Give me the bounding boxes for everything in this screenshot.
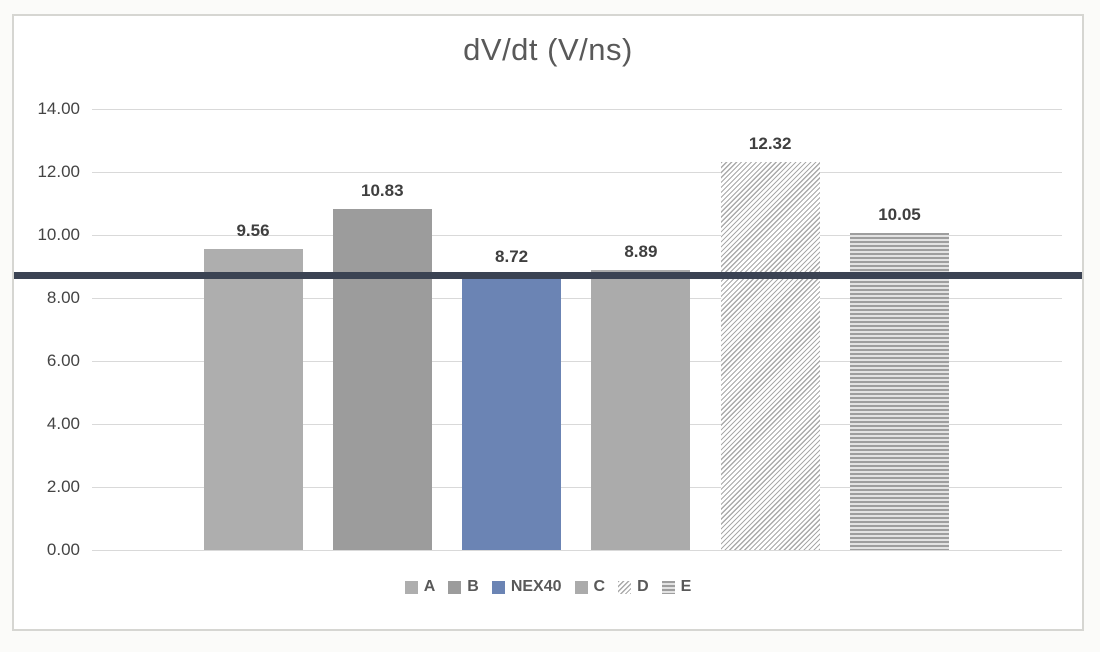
y-axis-tick-label: 10.00 <box>37 225 80 244</box>
bar-E <box>850 233 949 550</box>
bar-C <box>591 269 691 550</box>
bar-A <box>203 248 303 550</box>
bar-value-label-B: 10.83 <box>361 180 404 200</box>
legend-item-E: E <box>661 578 692 596</box>
chart-title: dV/dt (V/ns) <box>463 32 633 67</box>
legend-item-A: A <box>404 578 436 596</box>
gridline <box>92 298 1062 299</box>
legend-item-D: D <box>618 578 649 596</box>
bar-value-label-C: 8.89 <box>624 241 658 261</box>
legend-swatch-A <box>404 580 418 594</box>
y-axis-tick-label: 4.00 <box>46 414 80 433</box>
y-axis-tick-label: 0.00 <box>46 540 80 559</box>
legend-label-NEX40: NEX40 <box>510 578 562 595</box>
gridline <box>92 487 1062 488</box>
legend-item-NEX40: NEX40 <box>491 578 562 596</box>
bar-NEX40 <box>462 275 562 550</box>
chart-panel: dV/dt (V/ns) 0.00 2.00 4.00 6.00 8.00 10.00 12… <box>12 14 1084 631</box>
legend-swatch-E <box>661 580 675 594</box>
bar-value-label-A: 9.56 <box>236 220 270 240</box>
gridline <box>92 550 1062 551</box>
gridline <box>92 172 1062 173</box>
bar-D <box>720 161 820 550</box>
y-axis-tick-label: 12.00 <box>37 162 80 181</box>
y-axis-tick-label: 2.00 <box>46 477 80 496</box>
bar-B <box>332 208 432 550</box>
y-axis-tick-label: 14.00 <box>37 99 80 118</box>
gridline <box>92 235 1062 236</box>
legend-item-C: C <box>574 578 606 596</box>
bar-value-label-D: 12.32 <box>748 133 792 153</box>
legend-swatch-B <box>448 580 462 594</box>
legend: A B NEX40 C D E <box>14 578 1082 596</box>
legend-label-B: B <box>467 578 479 595</box>
gridline <box>92 424 1062 425</box>
legend-item-B: B <box>448 578 479 596</box>
bar-value-label-E: 10.05 <box>878 205 921 225</box>
legend-swatch-D <box>618 580 632 594</box>
legend-label-D: D <box>637 578 649 595</box>
legend-label-A: A <box>423 578 436 595</box>
legend-label-C: C <box>593 578 606 595</box>
legend-swatch-NEX40 <box>491 580 505 594</box>
bar-value-label-NEX40: 8.72 <box>495 247 529 267</box>
legend-label-E: E <box>680 578 692 595</box>
y-axis-tick-label: 6.00 <box>46 351 80 370</box>
gridline <box>92 109 1062 110</box>
reference-line <box>14 272 1082 280</box>
gridline <box>92 361 1062 362</box>
plot-area: 0.00 2.00 4.00 6.00 8.00 10.00 12.00 14.00 9.56 1… <box>14 16 1082 629</box>
y-axis-tick-label: 8.00 <box>46 288 80 307</box>
legend-swatch-C <box>574 580 588 594</box>
